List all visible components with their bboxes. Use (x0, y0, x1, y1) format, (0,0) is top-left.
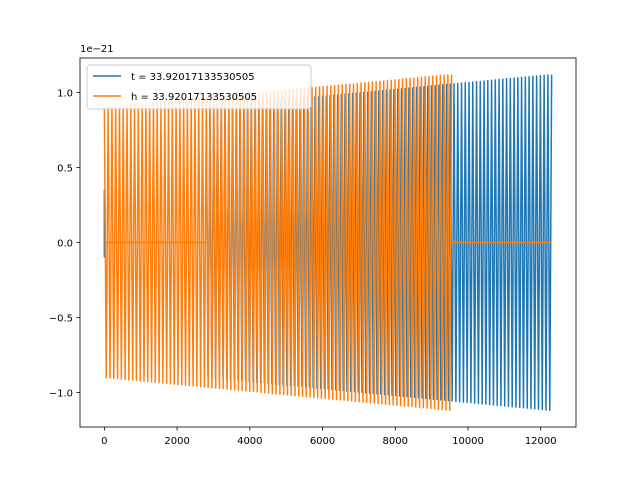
legend-box (86, 64, 312, 110)
x-tick-label: 12000 (525, 436, 557, 447)
x-tick-label: 8000 (383, 436, 408, 447)
x-tick-label: 2000 (164, 436, 189, 447)
y-tick-label: −1.0 (49, 389, 73, 400)
y-axis: 1.0 0.5 0.0 −0.5 −1.0 (49, 89, 80, 400)
y-tick-label: 0.0 (57, 239, 73, 250)
y-tick-label: 0.5 (57, 164, 73, 175)
y-offset-label: 1e−21 (80, 44, 114, 55)
legend-entry: h = 33.92017133530505 (131, 92, 257, 103)
legend-entry: t = 33.92017133530505 (131, 72, 255, 83)
legend: t = 33.92017133530505 h = 33.920171335305… (86, 64, 312, 110)
x-tick-label: 4000 (237, 436, 262, 447)
y-tick-label: −0.5 (49, 314, 73, 325)
x-tick-label: 10000 (452, 436, 484, 447)
x-tick-label: 6000 (310, 436, 335, 447)
y-tick-label: 1.0 (57, 89, 73, 100)
x-axis: 0 2000 4000 6000 8000 10000 12000 (101, 427, 557, 447)
x-tick-label: 0 (101, 436, 107, 447)
